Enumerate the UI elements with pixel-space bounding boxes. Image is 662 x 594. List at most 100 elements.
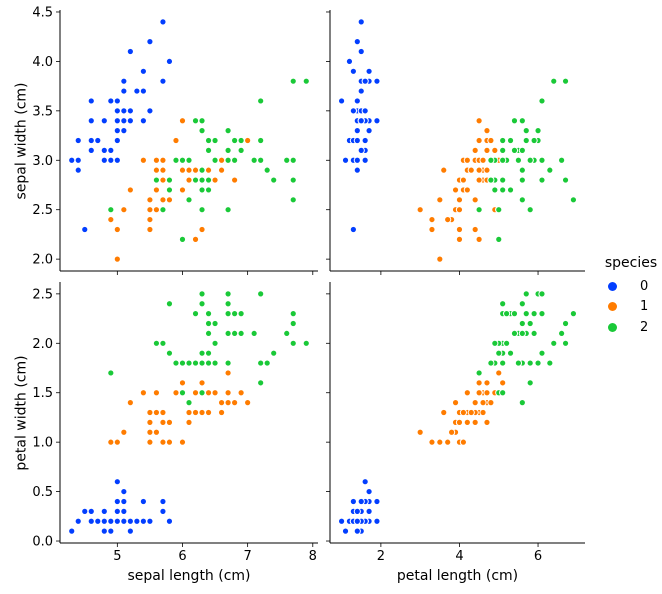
x-tick-label: 4 (455, 549, 463, 564)
scatter-point (518, 329, 526, 338)
scatter-point (113, 478, 121, 486)
scatter-point (349, 107, 357, 115)
scatter-point (146, 408, 154, 417)
scatter-point (74, 517, 82, 525)
scatter-point (365, 487, 373, 496)
scatter-point (211, 319, 219, 328)
legend: species 0 1 2 (596, 254, 662, 338)
scatter-point (546, 166, 554, 174)
scatter-point (159, 438, 167, 446)
scatter-point (81, 225, 89, 234)
scatter-point (495, 235, 503, 243)
scatter-point (224, 389, 232, 397)
scatter-point (518, 176, 526, 184)
scatter-point (237, 146, 245, 154)
scatter-point (185, 196, 193, 204)
scatter-point (185, 408, 193, 417)
scatter-point (257, 290, 265, 298)
y-tick-label: 4.0 (32, 55, 53, 70)
scatter-point (475, 379, 483, 387)
scatter-point (561, 77, 570, 85)
scatter-point (538, 290, 546, 298)
scatter-point (357, 117, 365, 125)
scatter-point (289, 319, 297, 328)
scatter-point (471, 418, 479, 426)
scatter-point (94, 517, 102, 525)
scatter-point (107, 527, 115, 535)
y-tick-label: 0.0 (32, 535, 53, 550)
scatter-point (522, 136, 530, 145)
scatter-point (416, 206, 424, 214)
scatter-point (120, 107, 128, 115)
scatter-point (191, 117, 200, 125)
y-tick-label: 0.5 (32, 485, 53, 500)
scatter-point (349, 225, 357, 234)
scatter-point (289, 339, 297, 347)
scatter-point (146, 196, 154, 204)
x-tick-label: 6 (534, 549, 542, 564)
scatter-point (475, 176, 483, 184)
scatter-point (224, 310, 232, 318)
scatter-point (518, 117, 526, 125)
scatter-point (534, 127, 542, 135)
scatter-point (510, 310, 519, 318)
scatter-point (357, 87, 365, 95)
scatter-point (211, 389, 219, 397)
scatter-point (483, 146, 491, 154)
scatter-point (526, 379, 534, 387)
scatter-point (178, 166, 187, 174)
scatter-point (224, 156, 232, 164)
scatter-point (126, 117, 134, 125)
scatter-point (530, 329, 538, 338)
scatter-point (68, 156, 76, 164)
scatter-point (353, 517, 361, 525)
scatter-point (499, 136, 507, 145)
scatter-point (353, 127, 361, 135)
scatter-point (146, 517, 154, 525)
scatter-point (211, 339, 219, 347)
scatter-point (475, 206, 483, 214)
scatter-point (357, 18, 365, 26)
scatter-point (495, 206, 503, 214)
x-tick-label: 2 (377, 549, 385, 564)
y-axis-label-petal-width: petal width (cm) (13, 354, 29, 471)
scatter-point (217, 408, 226, 417)
scatter-point (204, 310, 213, 318)
scatter-point (146, 107, 154, 115)
scatter-point (503, 339, 511, 347)
scatter-point (172, 359, 180, 367)
scatter-point (483, 127, 491, 135)
subplot-petal-width-vs-sepal-length: 5 6 7 8 0.0 0.5 1.0 1.5 2.0 2.5 (32, 282, 318, 564)
scatter-point (499, 146, 507, 154)
y-tick-label: 4.5 (32, 5, 53, 20)
legend-entry: 1 (596, 297, 662, 318)
scatter-point (211, 136, 219, 145)
scatter-point (152, 428, 161, 436)
scatter-point (87, 97, 95, 105)
scatter-point (250, 329, 258, 338)
scatter-point (518, 166, 526, 174)
scatter-point (499, 176, 507, 184)
scatter-point (538, 97, 546, 105)
scatter-point (113, 136, 121, 145)
scatter-point (204, 146, 213, 154)
scatter-point (159, 196, 167, 204)
scatter-point (518, 196, 526, 204)
scatter-point (302, 77, 310, 85)
subplot-sepal-width-vs-petal-length (326, 10, 585, 275)
scatter-point (185, 359, 193, 367)
scatter-point (373, 517, 381, 525)
scatter-point (152, 166, 161, 174)
scatter-point (518, 319, 526, 328)
scatter-point (475, 389, 483, 397)
scatter-point (495, 349, 503, 357)
scatter-point (178, 156, 187, 164)
scatter-point (178, 438, 187, 446)
scatter-point (68, 527, 76, 535)
scatter-point (204, 136, 213, 145)
scatter-point (257, 97, 265, 105)
scatter-point (126, 186, 134, 194)
scatter-point (483, 389, 491, 397)
scatter-point (365, 67, 373, 75)
